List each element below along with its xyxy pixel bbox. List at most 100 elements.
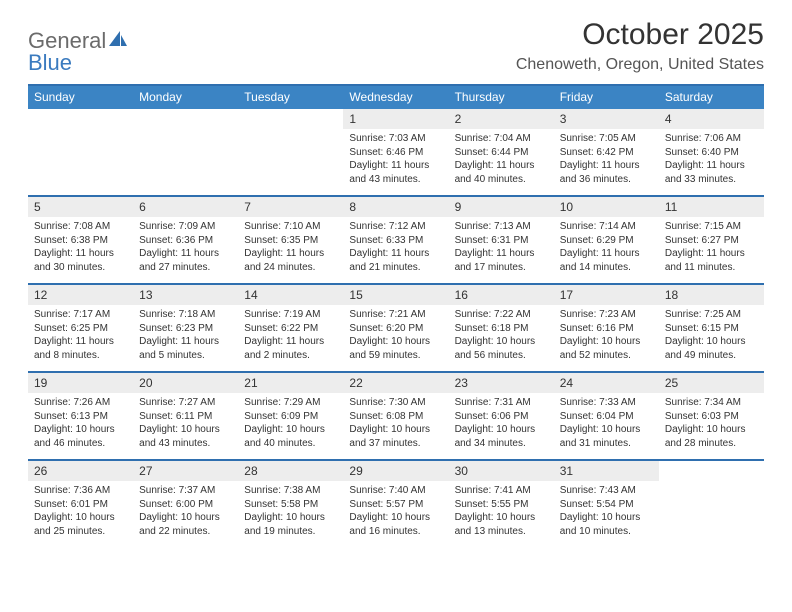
sunset-text: Sunset: 6:09 PM <box>244 410 337 424</box>
sunrise-text: Sunrise: 7:19 AM <box>244 308 337 322</box>
day-details: Sunrise: 7:37 AMSunset: 6:00 PMDaylight:… <box>133 483 238 542</box>
sunset-text: Sunset: 6:06 PM <box>455 410 548 424</box>
day-number: 17 <box>554 285 659 305</box>
day-cell: 6Sunrise: 7:09 AMSunset: 6:36 PMDaylight… <box>133 197 238 283</box>
day-details: Sunrise: 7:13 AMSunset: 6:31 PMDaylight:… <box>449 219 554 278</box>
daylight-text: Daylight: 10 hours and 43 minutes. <box>139 423 232 450</box>
sunset-text: Sunset: 6:23 PM <box>139 322 232 336</box>
day-cell: 13Sunrise: 7:18 AMSunset: 6:23 PMDayligh… <box>133 285 238 371</box>
sunset-text: Sunset: 6:46 PM <box>349 146 442 160</box>
day-number: 2 <box>449 109 554 129</box>
day-number: 8 <box>343 197 448 217</box>
week-row: 26Sunrise: 7:36 AMSunset: 6:01 PMDayligh… <box>28 461 764 547</box>
sunset-text: Sunset: 6:27 PM <box>665 234 758 248</box>
calendar-page: General October 2025 Chenoweth, Oregon, … <box>0 0 792 547</box>
day-details: Sunrise: 7:23 AMSunset: 6:16 PMDaylight:… <box>554 307 659 366</box>
day-cell: 14Sunrise: 7:19 AMSunset: 6:22 PMDayligh… <box>238 285 343 371</box>
week-row: 12Sunrise: 7:17 AMSunset: 6:25 PMDayligh… <box>28 285 764 373</box>
sunset-text: Sunset: 6:25 PM <box>34 322 127 336</box>
day-details: Sunrise: 7:34 AMSunset: 6:03 PMDaylight:… <box>659 395 764 454</box>
day-cell: 15Sunrise: 7:21 AMSunset: 6:20 PMDayligh… <box>343 285 448 371</box>
sunrise-text: Sunrise: 7:23 AM <box>560 308 653 322</box>
day-number: 13 <box>133 285 238 305</box>
day-cell: 23Sunrise: 7:31 AMSunset: 6:06 PMDayligh… <box>449 373 554 459</box>
day-cell: 17Sunrise: 7:23 AMSunset: 6:16 PMDayligh… <box>554 285 659 371</box>
sunrise-text: Sunrise: 7:40 AM <box>349 484 442 498</box>
day-details: Sunrise: 7:31 AMSunset: 6:06 PMDaylight:… <box>449 395 554 454</box>
day-details: Sunrise: 7:22 AMSunset: 6:18 PMDaylight:… <box>449 307 554 366</box>
sunset-text: Sunset: 6:38 PM <box>34 234 127 248</box>
sunset-text: Sunset: 6:35 PM <box>244 234 337 248</box>
daylight-text: Daylight: 11 hours and 24 minutes. <box>244 247 337 274</box>
sunset-text: Sunset: 6:08 PM <box>349 410 442 424</box>
day-cell: 3Sunrise: 7:05 AMSunset: 6:42 PMDaylight… <box>554 109 659 195</box>
sunrise-text: Sunrise: 7:05 AM <box>560 132 653 146</box>
daylight-text: Daylight: 10 hours and 28 minutes. <box>665 423 758 450</box>
daylight-text: Daylight: 10 hours and 10 minutes. <box>560 511 653 538</box>
header: General October 2025 Chenoweth, Oregon, … <box>28 18 764 74</box>
day-cell: 10Sunrise: 7:14 AMSunset: 6:29 PMDayligh… <box>554 197 659 283</box>
day-details: Sunrise: 7:05 AMSunset: 6:42 PMDaylight:… <box>554 131 659 190</box>
daylight-text: Daylight: 11 hours and 30 minutes. <box>34 247 127 274</box>
daylight-text: Daylight: 10 hours and 25 minutes. <box>34 511 127 538</box>
day-cell: 5Sunrise: 7:08 AMSunset: 6:38 PMDaylight… <box>28 197 133 283</box>
daylight-text: Daylight: 11 hours and 36 minutes. <box>560 159 653 186</box>
sunrise-text: Sunrise: 7:22 AM <box>455 308 548 322</box>
day-number: 18 <box>659 285 764 305</box>
sunset-text: Sunset: 6:18 PM <box>455 322 548 336</box>
sunrise-text: Sunrise: 7:37 AM <box>139 484 232 498</box>
day-details: Sunrise: 7:26 AMSunset: 6:13 PMDaylight:… <box>28 395 133 454</box>
day-number: 14 <box>238 285 343 305</box>
day-cell: 16Sunrise: 7:22 AMSunset: 6:18 PMDayligh… <box>449 285 554 371</box>
day-cell: 22Sunrise: 7:30 AMSunset: 6:08 PMDayligh… <box>343 373 448 459</box>
dow-monday: Monday <box>133 86 238 109</box>
daylight-text: Daylight: 10 hours and 59 minutes. <box>349 335 442 362</box>
day-number: 21 <box>238 373 343 393</box>
sunset-text: Sunset: 6:01 PM <box>34 498 127 512</box>
daylight-text: Daylight: 10 hours and 52 minutes. <box>560 335 653 362</box>
day-details: Sunrise: 7:40 AMSunset: 5:57 PMDaylight:… <box>343 483 448 542</box>
day-details: Sunrise: 7:08 AMSunset: 6:38 PMDaylight:… <box>28 219 133 278</box>
daylight-text: Daylight: 11 hours and 40 minutes. <box>455 159 548 186</box>
sunset-text: Sunset: 5:55 PM <box>455 498 548 512</box>
day-cell: 19Sunrise: 7:26 AMSunset: 6:13 PMDayligh… <box>28 373 133 459</box>
day-of-week-header: Sunday Monday Tuesday Wednesday Thursday… <box>28 86 764 109</box>
week-row: 5Sunrise: 7:08 AMSunset: 6:38 PMDaylight… <box>28 197 764 285</box>
day-details: Sunrise: 7:30 AMSunset: 6:08 PMDaylight:… <box>343 395 448 454</box>
sunrise-text: Sunrise: 7:27 AM <box>139 396 232 410</box>
day-details: Sunrise: 7:29 AMSunset: 6:09 PMDaylight:… <box>238 395 343 454</box>
dow-friday: Friday <box>554 86 659 109</box>
day-number: 27 <box>133 461 238 481</box>
day-number: 25 <box>659 373 764 393</box>
day-details: Sunrise: 7:14 AMSunset: 6:29 PMDaylight:… <box>554 219 659 278</box>
daylight-text: Daylight: 10 hours and 37 minutes. <box>349 423 442 450</box>
sunset-text: Sunset: 5:58 PM <box>244 498 337 512</box>
day-number: 29 <box>343 461 448 481</box>
day-details: Sunrise: 7:15 AMSunset: 6:27 PMDaylight:… <box>659 219 764 278</box>
daylight-text: Daylight: 11 hours and 11 minutes. <box>665 247 758 274</box>
week-row: 19Sunrise: 7:26 AMSunset: 6:13 PMDayligh… <box>28 373 764 461</box>
sunset-text: Sunset: 6:33 PM <box>349 234 442 248</box>
day-details: Sunrise: 7:19 AMSunset: 6:22 PMDaylight:… <box>238 307 343 366</box>
day-number: 3 <box>554 109 659 129</box>
day-number: 23 <box>449 373 554 393</box>
day-cell: 30Sunrise: 7:41 AMSunset: 5:55 PMDayligh… <box>449 461 554 547</box>
daylight-text: Daylight: 10 hours and 46 minutes. <box>34 423 127 450</box>
logo-text-blue: Blue <box>28 50 72 76</box>
sunset-text: Sunset: 6:03 PM <box>665 410 758 424</box>
sunset-text: Sunset: 6:29 PM <box>560 234 653 248</box>
day-details: Sunrise: 7:04 AMSunset: 6:44 PMDaylight:… <box>449 131 554 190</box>
sunset-text: Sunset: 6:15 PM <box>665 322 758 336</box>
day-cell: 11Sunrise: 7:15 AMSunset: 6:27 PMDayligh… <box>659 197 764 283</box>
day-cell: 1Sunrise: 7:03 AMSunset: 6:46 PMDaylight… <box>343 109 448 195</box>
location-subtitle: Chenoweth, Oregon, United States <box>516 56 764 74</box>
day-cell: 2Sunrise: 7:04 AMSunset: 6:44 PMDaylight… <box>449 109 554 195</box>
sunrise-text: Sunrise: 7:33 AM <box>560 396 653 410</box>
week-row: 1Sunrise: 7:03 AMSunset: 6:46 PMDaylight… <box>28 109 764 197</box>
day-cell: 9Sunrise: 7:13 AMSunset: 6:31 PMDaylight… <box>449 197 554 283</box>
day-number: 4 <box>659 109 764 129</box>
day-number: 9 <box>449 197 554 217</box>
sunset-text: Sunset: 6:04 PM <box>560 410 653 424</box>
day-number: 15 <box>343 285 448 305</box>
sunrise-text: Sunrise: 7:13 AM <box>455 220 548 234</box>
